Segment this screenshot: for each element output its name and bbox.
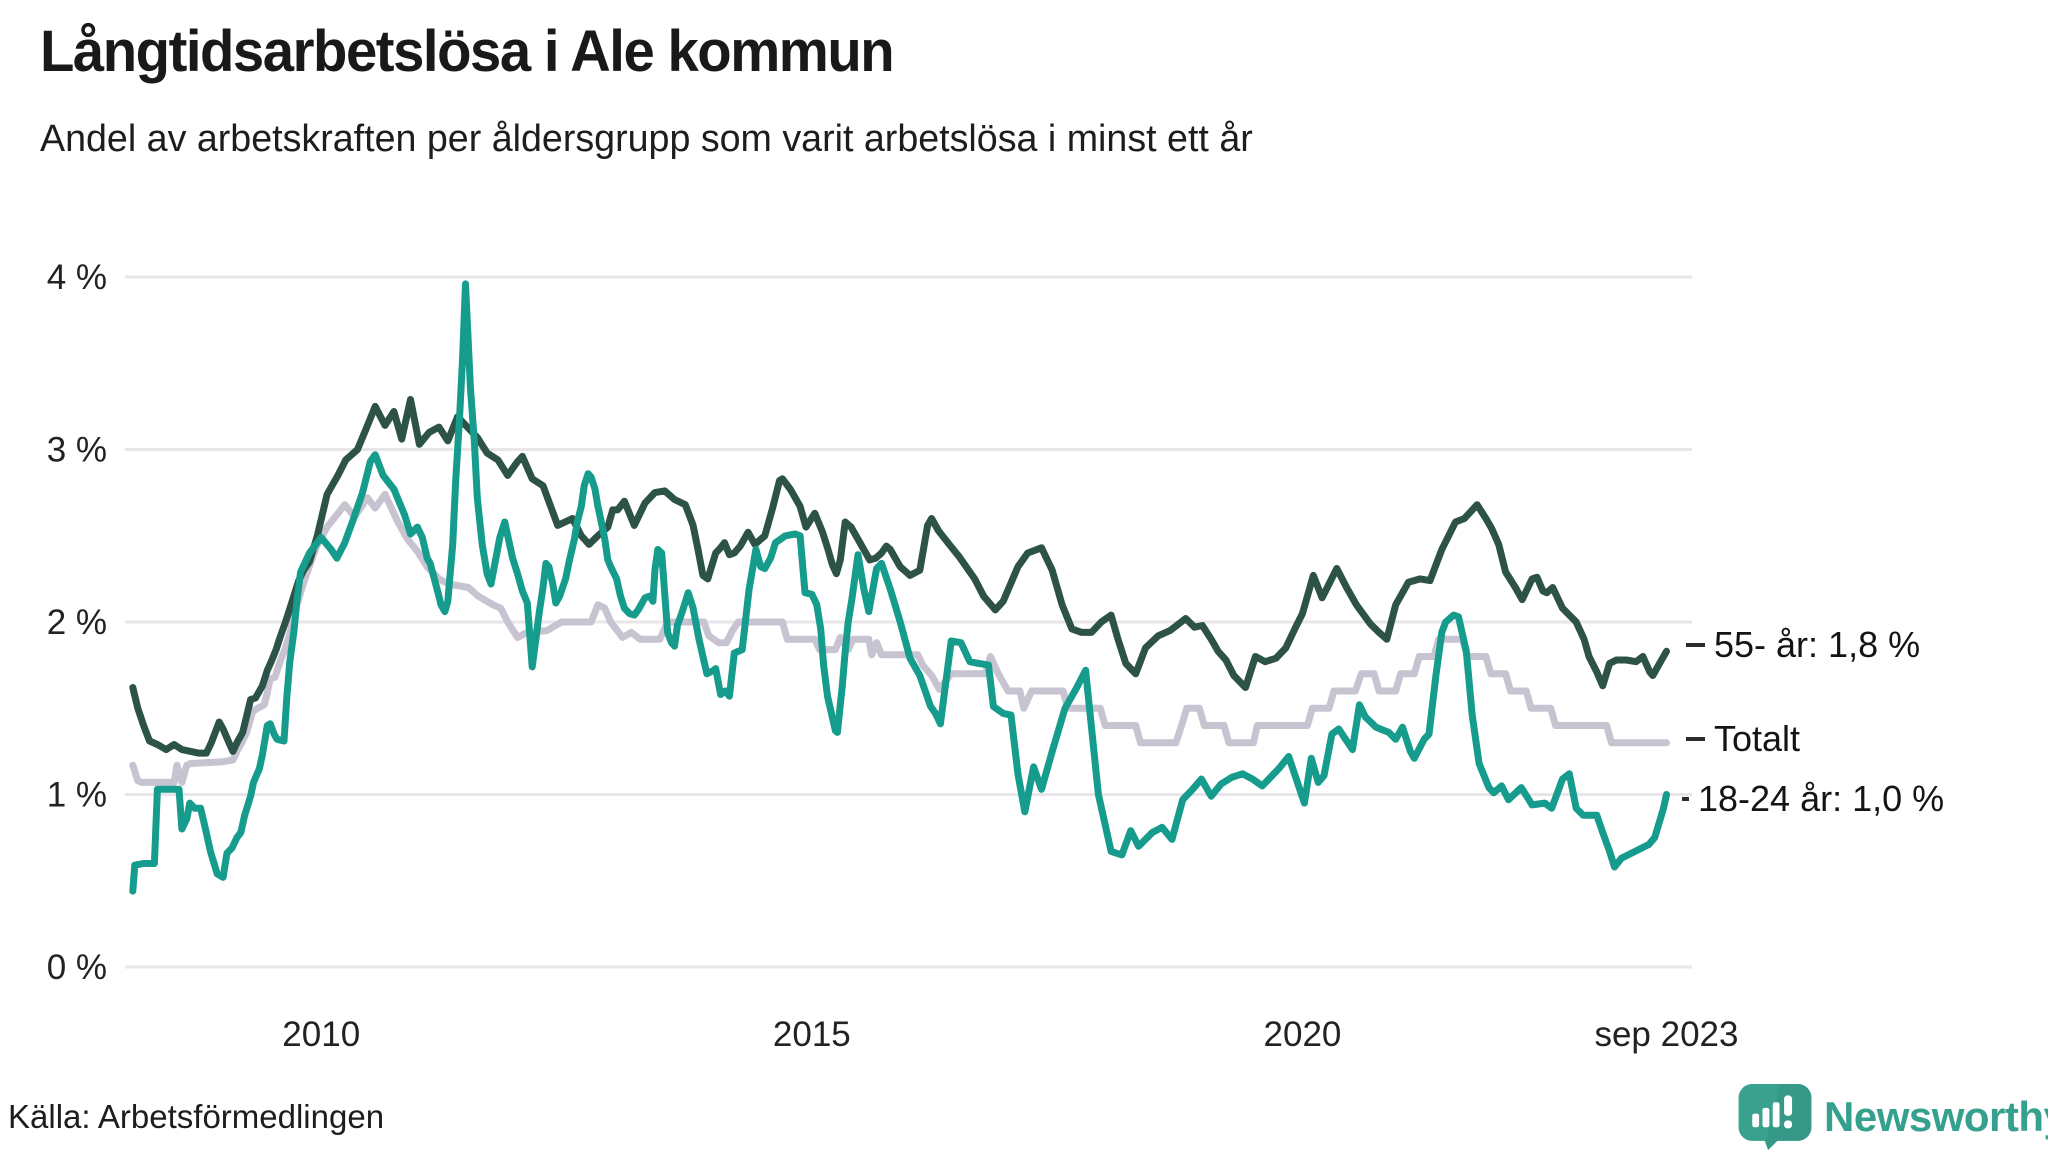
label-tick-icon [1686, 643, 1705, 647]
page-title: Långtidsarbetslösa i Ale kommun [40, 19, 895, 84]
chart-subtitle: Andel av arbetskraften per åldersgrupp s… [40, 118, 1253, 160]
y-axis-label: 0 % [47, 948, 107, 987]
series-line-18-24-r [129, 280, 1670, 895]
series-end-label-totalt: Totalt [1686, 718, 1800, 760]
brand-name: Newsworthy [1824, 1093, 2048, 1140]
y-axis-label: 1 % [47, 776, 107, 815]
label-tick-icon [1686, 737, 1705, 741]
series-line-55-r [129, 396, 1670, 757]
y-axis-label: 3 % [47, 431, 107, 470]
y-axis-label: 2 % [47, 603, 107, 642]
x-axis-label: sep 2023 [1594, 1015, 1738, 1054]
series-end-label-text: 55- år: 1,8 % [1714, 624, 1921, 665]
source-note: Källa: Arbetsförmedlingen [8, 1098, 385, 1135]
x-axis-label: 2015 [773, 1015, 851, 1054]
series-end-label-18-24-ar: 18-24 år: 1,0 % [1682, 778, 1944, 820]
y-axis-label: 4 % [47, 258, 107, 297]
newsworthy-brand[interactable]: Newsworthy [1738, 1084, 2048, 1150]
label-tick-icon [1682, 797, 1689, 801]
x-axis-label: 2010 [282, 1015, 360, 1054]
series-end-label-text: 18-24 år: 1,0 % [1698, 778, 1945, 819]
series-end-label-text: Totalt [1714, 718, 1801, 759]
series-line-totalt [129, 490, 1670, 786]
newsworthy-logo-icon [1738, 1084, 1812, 1150]
series-end-label-55-ar: 55- år: 1,8 % [1686, 624, 1920, 666]
x-axis-label: 2020 [1264, 1015, 1342, 1054]
